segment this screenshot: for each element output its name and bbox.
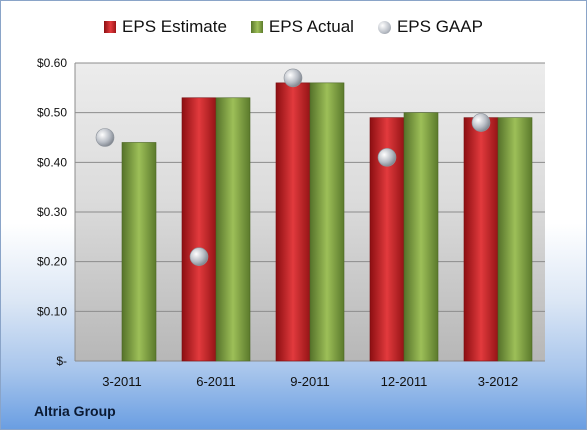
bar-eps-estimate bbox=[181, 97, 217, 362]
y-tick-label: $0.40 bbox=[37, 155, 67, 169]
y-tick-label: $- bbox=[56, 354, 67, 368]
legend-item-actual: EPS Actual bbox=[250, 17, 354, 37]
legend-label-actual: EPS Actual bbox=[268, 17, 354, 36]
x-tick-label: 9-2011 bbox=[290, 374, 330, 389]
x-tick-label: 6-2011 bbox=[196, 374, 236, 389]
bar-eps-actual bbox=[215, 97, 251, 362]
point-eps-gaap bbox=[377, 148, 397, 167]
legend-label-gaap: EPS GAAP bbox=[396, 17, 483, 36]
bar-eps-actual bbox=[403, 112, 439, 362]
x-tick-label: 12-2011 bbox=[381, 374, 428, 389]
legend: EPS Estimate EPS Actual EPS GAAP bbox=[1, 17, 586, 37]
y-tick-label: $0.20 bbox=[37, 255, 67, 269]
point-eps-gaap bbox=[283, 68, 303, 88]
y-tick-label: $0.50 bbox=[37, 106, 67, 120]
x-tick-label: 3-2011 bbox=[102, 374, 142, 389]
legend-swatch-estimate bbox=[104, 21, 117, 33]
legend-swatch-actual bbox=[250, 21, 263, 33]
legend-item-estimate: EPS Estimate bbox=[104, 17, 227, 37]
x-tick-label: 3-2012 bbox=[478, 374, 518, 389]
point-eps-gaap bbox=[95, 128, 115, 147]
legend-label-estimate: EPS Estimate bbox=[122, 17, 227, 36]
point-eps-gaap bbox=[471, 113, 491, 132]
bar-eps-actual bbox=[309, 82, 345, 362]
point-eps-gaap bbox=[189, 247, 209, 266]
bar-eps-actual bbox=[121, 142, 157, 362]
legend-swatch-gaap bbox=[377, 20, 391, 34]
y-tick-label: $0.30 bbox=[37, 205, 67, 219]
bar-eps-actual bbox=[497, 117, 533, 362]
legend-item-gaap: EPS GAAP bbox=[377, 17, 483, 37]
bar-eps-estimate bbox=[463, 117, 499, 362]
bar-eps-estimate bbox=[275, 82, 311, 362]
company-name: Altria Group bbox=[34, 403, 116, 419]
y-tick-label: $0.60 bbox=[37, 56, 67, 70]
y-tick-label: $0.10 bbox=[37, 304, 67, 318]
